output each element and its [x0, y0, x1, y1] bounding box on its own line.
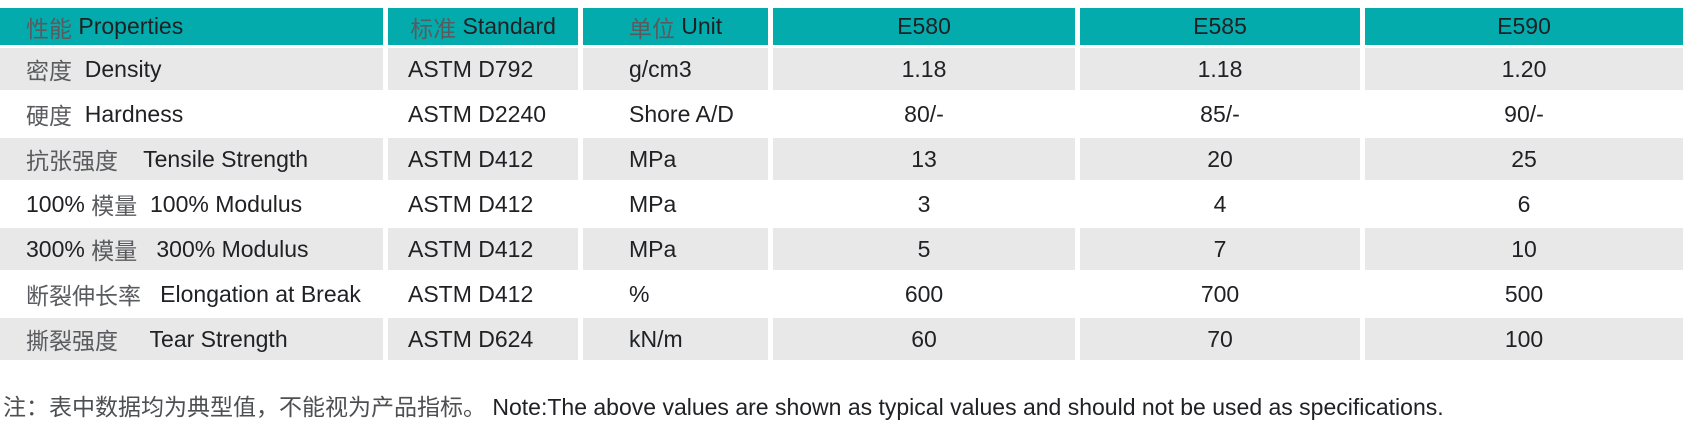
cell-e585-row4: 4: [1080, 183, 1360, 225]
cell-property-row1: 密度 Density: [0, 48, 383, 90]
cjk-text: 密度: [26, 58, 72, 84]
header-cell-property: 性能 Properties: [0, 8, 383, 45]
cjk-text: 断裂伸长率: [26, 283, 141, 309]
cell-e585-row7: 70: [1080, 318, 1360, 360]
cell-property-row6: 断裂伸长率 Elongation at Break: [0, 273, 383, 315]
cell-e580-row7: 60: [773, 318, 1075, 360]
cell-e585-row5: 7: [1080, 228, 1360, 270]
cjk-text: 模量: [91, 238, 138, 264]
cell-unit-row5: MPa: [583, 228, 768, 270]
cell-e590-row2: 90/-: [1365, 93, 1683, 135]
cjk-text: 注：表中数据均为典型值，不能视为产品指标。: [3, 394, 486, 420]
cell-e590-row7: 100: [1365, 318, 1683, 360]
cell-e580-row3: 13: [773, 138, 1075, 180]
cell-unit-row6: %: [583, 273, 768, 315]
cell-standard-row3: ASTM D412: [388, 138, 578, 180]
header-cell-e585: E585: [1080, 8, 1360, 45]
cell-e585-row3: 20: [1080, 138, 1360, 180]
header-cell-standard: 标准 Standard: [388, 8, 578, 45]
cell-property-row4: 100% 模量 100% Modulus: [0, 183, 383, 225]
cjk-text: 模量: [91, 193, 138, 219]
cell-e590-row5: 10: [1365, 228, 1683, 270]
cjk-text: 撕裂强度: [26, 328, 118, 354]
header-cell-e590: E590: [1365, 8, 1683, 45]
cjk-text: 单位: [628, 15, 675, 42]
cell-e590-row4: 6: [1365, 183, 1683, 225]
header-cell-unit: 单位 Unit: [583, 8, 768, 45]
cell-e585-row1: 1.18: [1080, 48, 1360, 90]
cell-unit-row3: MPa: [583, 138, 768, 180]
cell-property-row3: 抗张强度 Tensile Strength: [0, 138, 383, 180]
cell-property-row2: 硬度 Hardness: [0, 93, 383, 135]
cell-unit-row1: g/cm3: [583, 48, 768, 90]
cell-e580-row4: 3: [773, 183, 1075, 225]
cell-e590-row6: 500: [1365, 273, 1683, 315]
cell-e585-row6: 700: [1080, 273, 1360, 315]
cell-e580-row2: 80/-: [773, 93, 1075, 135]
cell-property-row7: 撕裂强度 Tear Strength: [0, 318, 383, 360]
cell-standard-row4: ASTM D412: [388, 183, 578, 225]
cell-e590-row3: 25: [1365, 138, 1683, 180]
cell-property-row5: 300% 模量 300% Modulus: [0, 228, 383, 270]
cell-e585-row2: 85/-: [1080, 93, 1360, 135]
cell-standard-row2: ASTM D2240: [388, 93, 578, 135]
cell-e580-row1: 1.18: [773, 48, 1075, 90]
cell-standard-row1: ASTM D792: [388, 48, 578, 90]
cell-unit-row2: Shore A/D: [583, 93, 768, 135]
cell-standard-row7: ASTM D624: [388, 318, 578, 360]
cell-e580-row6: 600: [773, 273, 1075, 315]
cell-e580-row5: 5: [773, 228, 1075, 270]
cjk-text: 性能: [26, 15, 72, 42]
header-cell-e580: E580: [773, 8, 1075, 45]
cjk-text: 抗张强度: [26, 148, 118, 174]
cell-standard-row6: ASTM D412: [388, 273, 578, 315]
cell-e590-row1: 1.20: [1365, 48, 1683, 90]
cell-unit-row4: MPa: [583, 183, 768, 225]
cell-unit-row7: kN/m: [583, 318, 768, 360]
properties-table: 性能 Properties 标准 Standard 单位 Unit E580 E585 E…: [0, 8, 1683, 360]
cjk-text: 硬度: [26, 103, 72, 129]
cjk-text: 标准: [410, 15, 457, 42]
cell-standard-row5: ASTM D412: [388, 228, 578, 270]
table-footnote: 注：表中数据均为典型值，不能视为产品指标。 Note:The above val…: [3, 394, 1444, 420]
